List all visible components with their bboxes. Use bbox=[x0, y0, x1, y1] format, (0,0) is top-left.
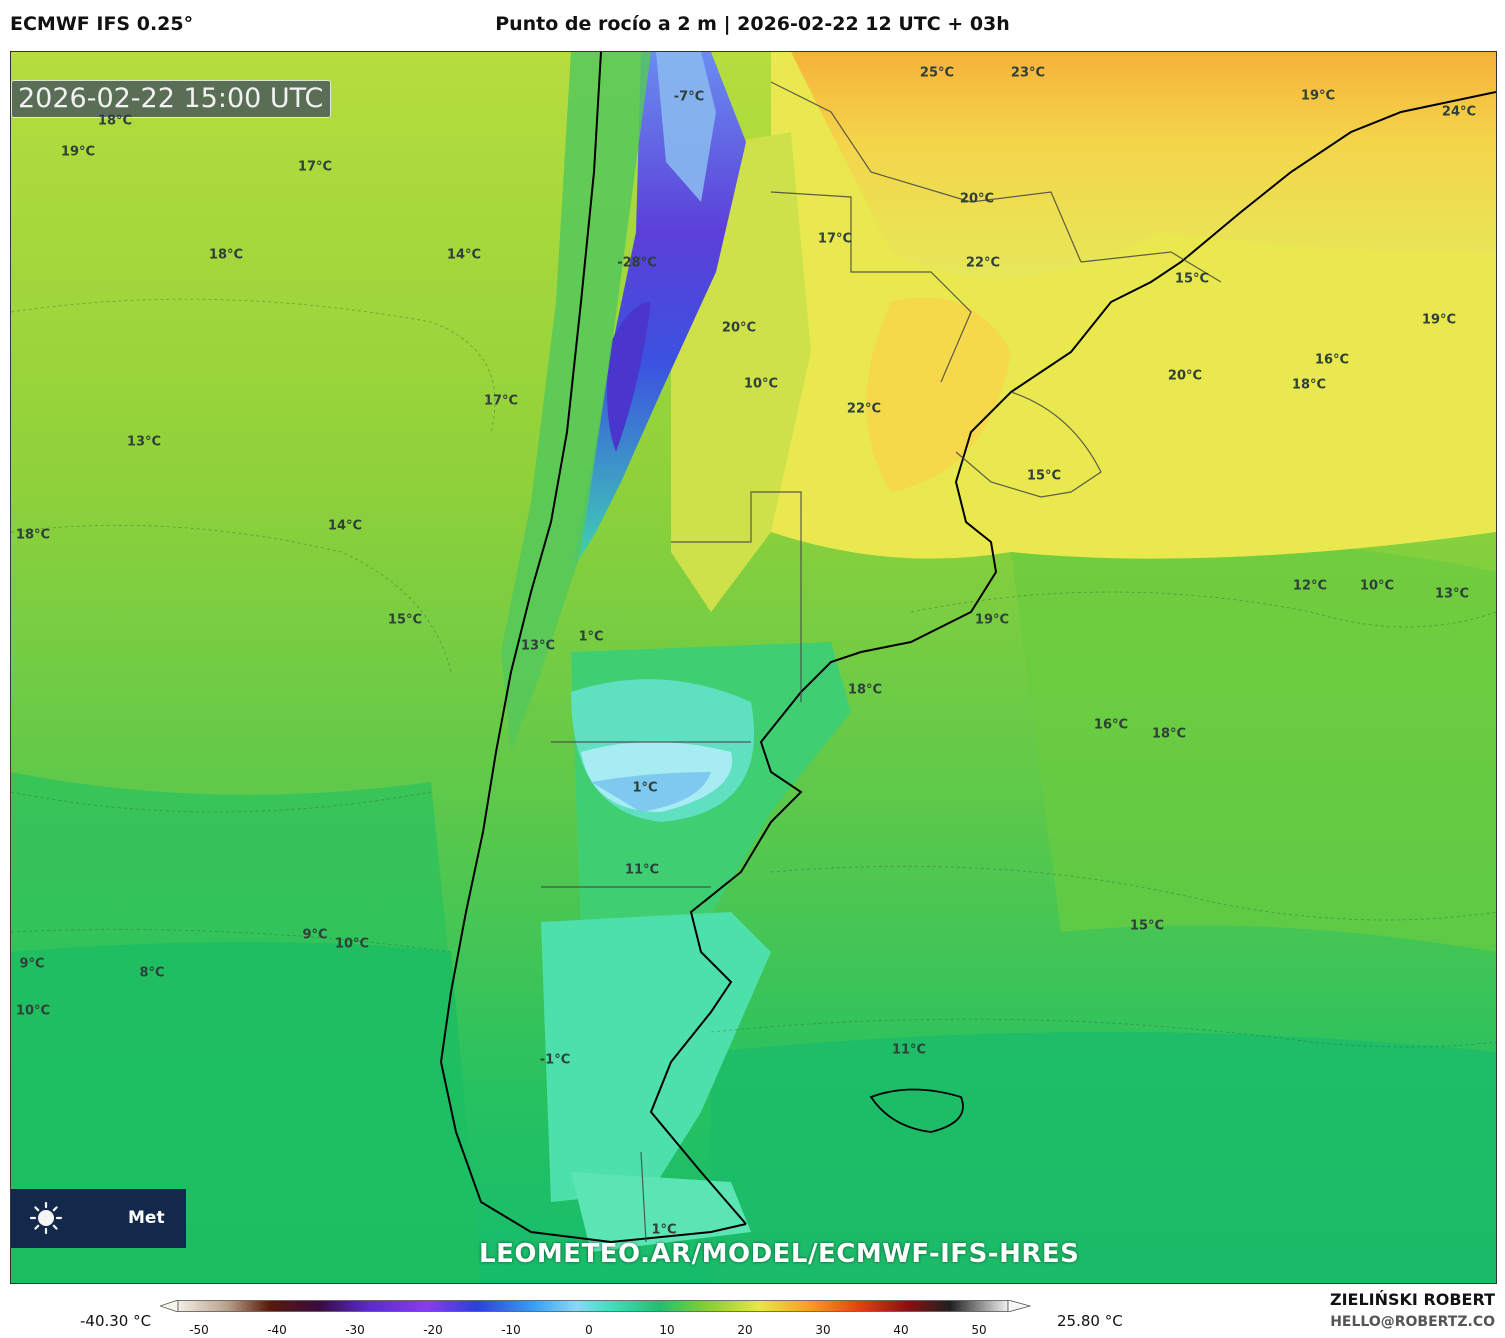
temp-label: 18°C bbox=[97, 113, 133, 129]
temp-label: 22°C bbox=[846, 401, 882, 417]
author-email: HELLO@ROBERTZ.CO bbox=[1330, 1314, 1495, 1330]
temp-label: 22°C bbox=[965, 255, 1001, 271]
temp-label: 18°C bbox=[208, 247, 244, 263]
temp-label: 18°C bbox=[15, 527, 51, 543]
temp-label: 24°C bbox=[1441, 104, 1477, 120]
colorbar-max-label: 25.80 °C bbox=[1057, 1312, 1123, 1330]
temp-label: 8°C bbox=[139, 965, 165, 981]
watermark-url: LEOMETEO.AR/MODEL/ECMWF-IFS-HRES bbox=[479, 1239, 1080, 1269]
dewpoint-field bbox=[11, 52, 1496, 1283]
temp-label: 9°C bbox=[302, 927, 328, 943]
temp-label: 17°C bbox=[817, 231, 853, 247]
temp-label: 15°C bbox=[1026, 468, 1062, 484]
temp-label: 14°C bbox=[327, 518, 363, 534]
temp-label: 16°C bbox=[1314, 352, 1350, 368]
colorbar-min-label: -40.30 °C bbox=[80, 1312, 152, 1330]
temp-label: 17°C bbox=[483, 393, 519, 409]
temp-label: 18°C bbox=[1291, 377, 1327, 393]
temp-label: 1°C bbox=[578, 629, 604, 645]
colorbar-tick: -40 bbox=[267, 1323, 287, 1337]
temp-label: 11°C bbox=[891, 1042, 927, 1058]
colorbar-tick: -20 bbox=[423, 1323, 443, 1337]
colorbar-tick: 0 bbox=[585, 1323, 593, 1337]
temp-label: 23°C bbox=[1010, 65, 1046, 81]
temp-label: 10°C bbox=[1359, 578, 1395, 594]
temp-label: 9°C bbox=[19, 956, 45, 972]
temp-label: -1°C bbox=[539, 1052, 571, 1068]
colorbar-tick: -30 bbox=[345, 1323, 365, 1337]
logo-text: Met bbox=[128, 1208, 165, 1228]
map-panel: 2026-02-22 15:00 UTC 18°C 19°C 17°C 18°C… bbox=[10, 51, 1497, 1284]
temp-label: 13°C bbox=[1434, 586, 1470, 602]
temp-label: 19°C bbox=[60, 144, 96, 160]
temp-label: 10°C bbox=[334, 936, 370, 952]
temp-label: 20°C bbox=[721, 320, 757, 336]
temp-label: 13°C bbox=[126, 434, 162, 450]
colorbar-tick: -10 bbox=[501, 1323, 521, 1337]
valid-time-badge: 2026-02-22 15:00 UTC bbox=[11, 80, 332, 118]
temp-label: 16°C bbox=[1093, 717, 1129, 733]
temp-label: 19°C bbox=[1421, 312, 1457, 328]
temp-label: 10°C bbox=[743, 376, 779, 392]
temp-label: 10°C bbox=[15, 1003, 51, 1019]
temp-label: 20°C bbox=[959, 191, 995, 207]
meteo-logo: Met bbox=[11, 1189, 186, 1248]
temp-label: 25°C bbox=[919, 65, 955, 81]
temp-label: 11°C bbox=[624, 862, 660, 878]
temp-label: 13°C bbox=[520, 638, 556, 654]
temp-label: 20°C bbox=[1167, 368, 1203, 384]
temp-label: 14°C bbox=[446, 247, 482, 263]
temp-label: 1°C bbox=[651, 1222, 677, 1238]
model-name: ECMWF IFS 0.25° bbox=[10, 13, 194, 35]
temp-label: 19°C bbox=[1300, 88, 1336, 104]
temp-label: 18°C bbox=[847, 682, 883, 698]
author-credit: ZIELIŃSKI ROBERT bbox=[1329, 1290, 1495, 1309]
temp-label: -28°C bbox=[617, 255, 657, 271]
temp-label: -7°C bbox=[673, 89, 705, 105]
colorbar-tick: -50 bbox=[189, 1323, 209, 1337]
temp-label: 12°C bbox=[1292, 578, 1328, 594]
temp-label: 15°C bbox=[1174, 271, 1210, 287]
colorbar bbox=[160, 1300, 1050, 1312]
colorbar-tick: 40 bbox=[893, 1323, 909, 1337]
colorbar-tick: 30 bbox=[815, 1323, 831, 1337]
temp-label: 18°C bbox=[1151, 726, 1187, 742]
colorbar-tick: 10 bbox=[659, 1323, 675, 1337]
temp-label: 19°C bbox=[974, 612, 1010, 628]
colorbar-tick: 50 bbox=[971, 1323, 987, 1337]
temp-label: 1°C bbox=[632, 780, 658, 796]
temp-label: 15°C bbox=[1129, 918, 1165, 934]
temp-label: 17°C bbox=[297, 159, 333, 175]
map-title: Punto de rocío a 2 m | 2026-02-22 12 UTC… bbox=[495, 13, 1010, 35]
temp-label: 15°C bbox=[387, 612, 423, 628]
colorbar-tick: 20 bbox=[737, 1323, 753, 1337]
sun-icon bbox=[29, 1201, 63, 1235]
